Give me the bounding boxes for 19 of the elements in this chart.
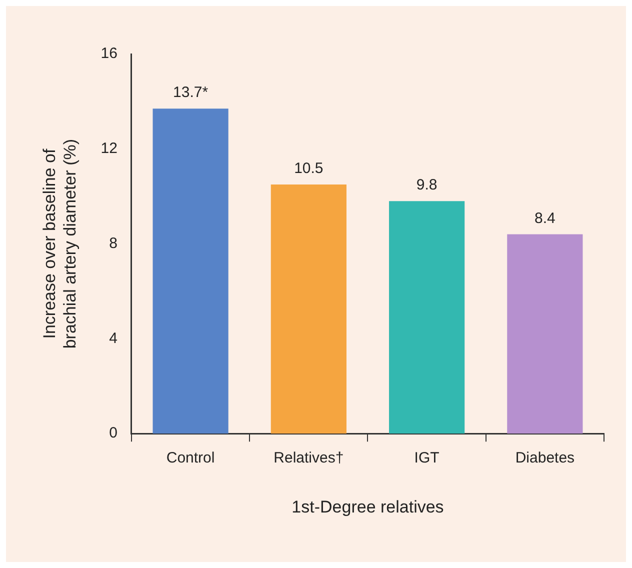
bar (389, 201, 465, 434)
x-tick-label: IGT (414, 450, 440, 467)
data-label: 10.5 (294, 160, 324, 178)
x-tick-label: Diabetes (515, 450, 575, 467)
x-axis-title: 1st-Degree relatives (292, 497, 444, 516)
data-label: 8.4 (534, 210, 556, 227)
data-label: 13.7* (173, 84, 208, 102)
bar (270, 184, 346, 434)
y-tick-label: 12 (100, 140, 118, 158)
y-axis-title: Increase over baseline of brachial artery diameter (%) (40, 138, 80, 349)
bar (152, 108, 228, 434)
y-tick-label: 8 (109, 234, 118, 252)
x-tick-label: Relatives† (274, 450, 344, 467)
y-tick-label: 4 (109, 330, 118, 347)
x-tick-label: Control (166, 450, 215, 467)
data-label: 9.8 (416, 176, 438, 194)
bar (507, 234, 583, 434)
y-tick-label: 16 (100, 45, 118, 62)
y-tick-label: 0 (109, 424, 118, 442)
